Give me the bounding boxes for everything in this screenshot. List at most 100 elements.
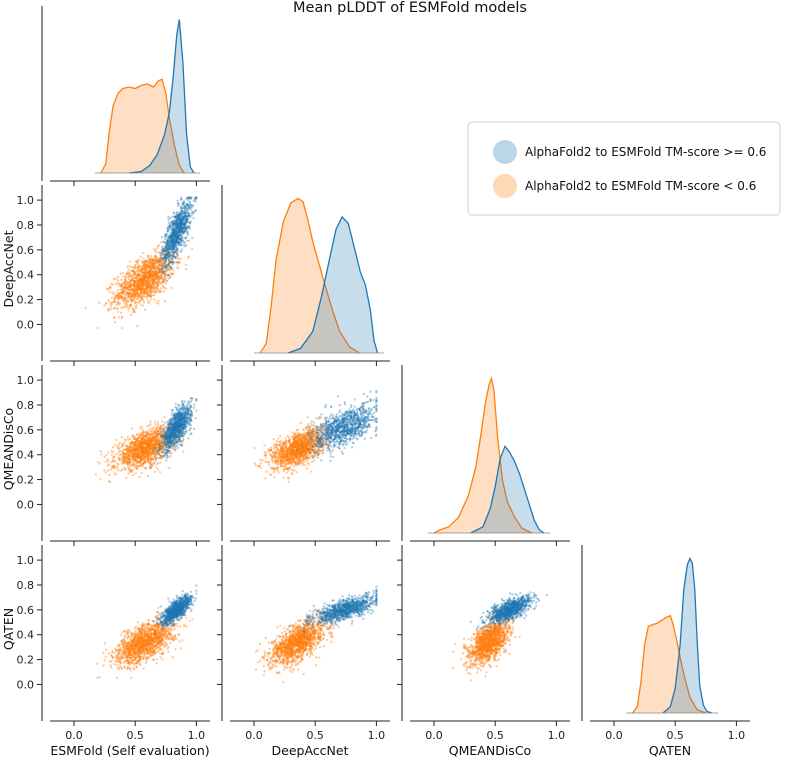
scatter-point [129,284,132,287]
scatter-point [165,250,169,253]
scatter-point [182,228,186,232]
scatter-point [116,279,120,282]
scatter-point [134,272,137,275]
scatter-point [137,294,141,298]
scatter-point [124,296,127,299]
scatter-point [130,464,133,468]
scatter-point [149,295,152,298]
scatter-point [148,281,151,284]
kde-line-high [129,19,195,174]
scatter-point [157,433,160,436]
scatter-point [136,274,139,277]
scatter-point [172,241,175,244]
scatter-point [185,404,189,408]
scatter-point [110,282,113,286]
scatter-point [194,416,197,420]
scatter-point [135,285,138,289]
scatter-point [108,480,112,484]
scatter-point [176,414,179,417]
scatter-point [129,281,133,284]
scatter-point [84,306,87,309]
scatter-point [187,199,190,202]
scatter-point [151,272,154,276]
scatter-point [107,451,110,454]
scatter-point [155,273,159,276]
scatter-point [127,288,130,292]
scatter-point [139,274,142,277]
scatter-point [151,267,154,271]
scatter-point [180,248,184,251]
scatter-point [145,286,148,289]
scatter-point [134,264,137,268]
scatter-point [162,290,165,293]
scatter-point [137,280,140,283]
scatter-point [150,443,153,447]
scatter-point [143,278,146,281]
scatter-point [179,238,182,241]
scatter-point [158,457,161,460]
scatter-point [155,285,158,288]
scatter-point [165,259,168,262]
scatter-point [96,327,99,330]
scatter-point [179,411,182,414]
scatter-point [103,304,106,307]
scatter-point [108,473,111,477]
scatter-point [156,283,159,286]
scatter-point [150,435,153,439]
scatter-point [136,278,139,281]
scatter-point [173,251,176,254]
scatter-point [183,416,186,419]
scatter-point [143,260,146,263]
scatter-point [118,296,121,299]
scatter-point [158,271,161,275]
scatter-point [158,263,161,266]
scatter-point [142,291,145,294]
scatter-point [141,446,144,450]
scatter-point [156,266,159,269]
scatter-point [138,258,141,261]
scatter-point [156,277,159,280]
scatter-point [261,459,264,462]
scatter-point [126,296,129,299]
scatter-point [139,455,143,459]
scatter-point [115,303,118,306]
scatter-point [122,299,125,303]
scatter-point [148,271,151,274]
scatter-point [110,307,113,311]
scatter-point [156,266,159,269]
scatter-point [133,291,136,294]
scatter-point [186,221,189,224]
scatter-point [190,432,193,435]
scatter-point [173,224,176,227]
scatter-point [97,301,101,304]
scatter-point [122,282,126,285]
scatter-point [188,227,192,230]
scatter-point [157,426,160,430]
scatter-point [160,270,164,273]
scatter-point [138,273,141,277]
scatter-point [108,300,111,303]
scatter-point [145,259,148,262]
scatter-point [140,282,143,285]
scatter-point [133,290,137,293]
scatter-point [158,275,161,278]
scatter-point [132,283,135,286]
scatter-point [156,468,160,471]
scatter-point [180,236,183,239]
scatter-point [133,445,137,448]
scatter-point [158,440,161,443]
scatter-point [139,299,142,302]
scatter-point [179,432,183,435]
scatter-point [169,269,172,272]
scatter-point [144,272,147,275]
scatter-point [146,298,149,301]
scatter-point [172,269,175,272]
scatter-point [157,302,160,305]
scatter-point [158,269,161,272]
scatter-point [129,284,132,287]
scatter-point [112,291,115,294]
scatter-point [144,274,147,278]
scatter-point [160,277,163,281]
scatter-point [123,302,126,305]
